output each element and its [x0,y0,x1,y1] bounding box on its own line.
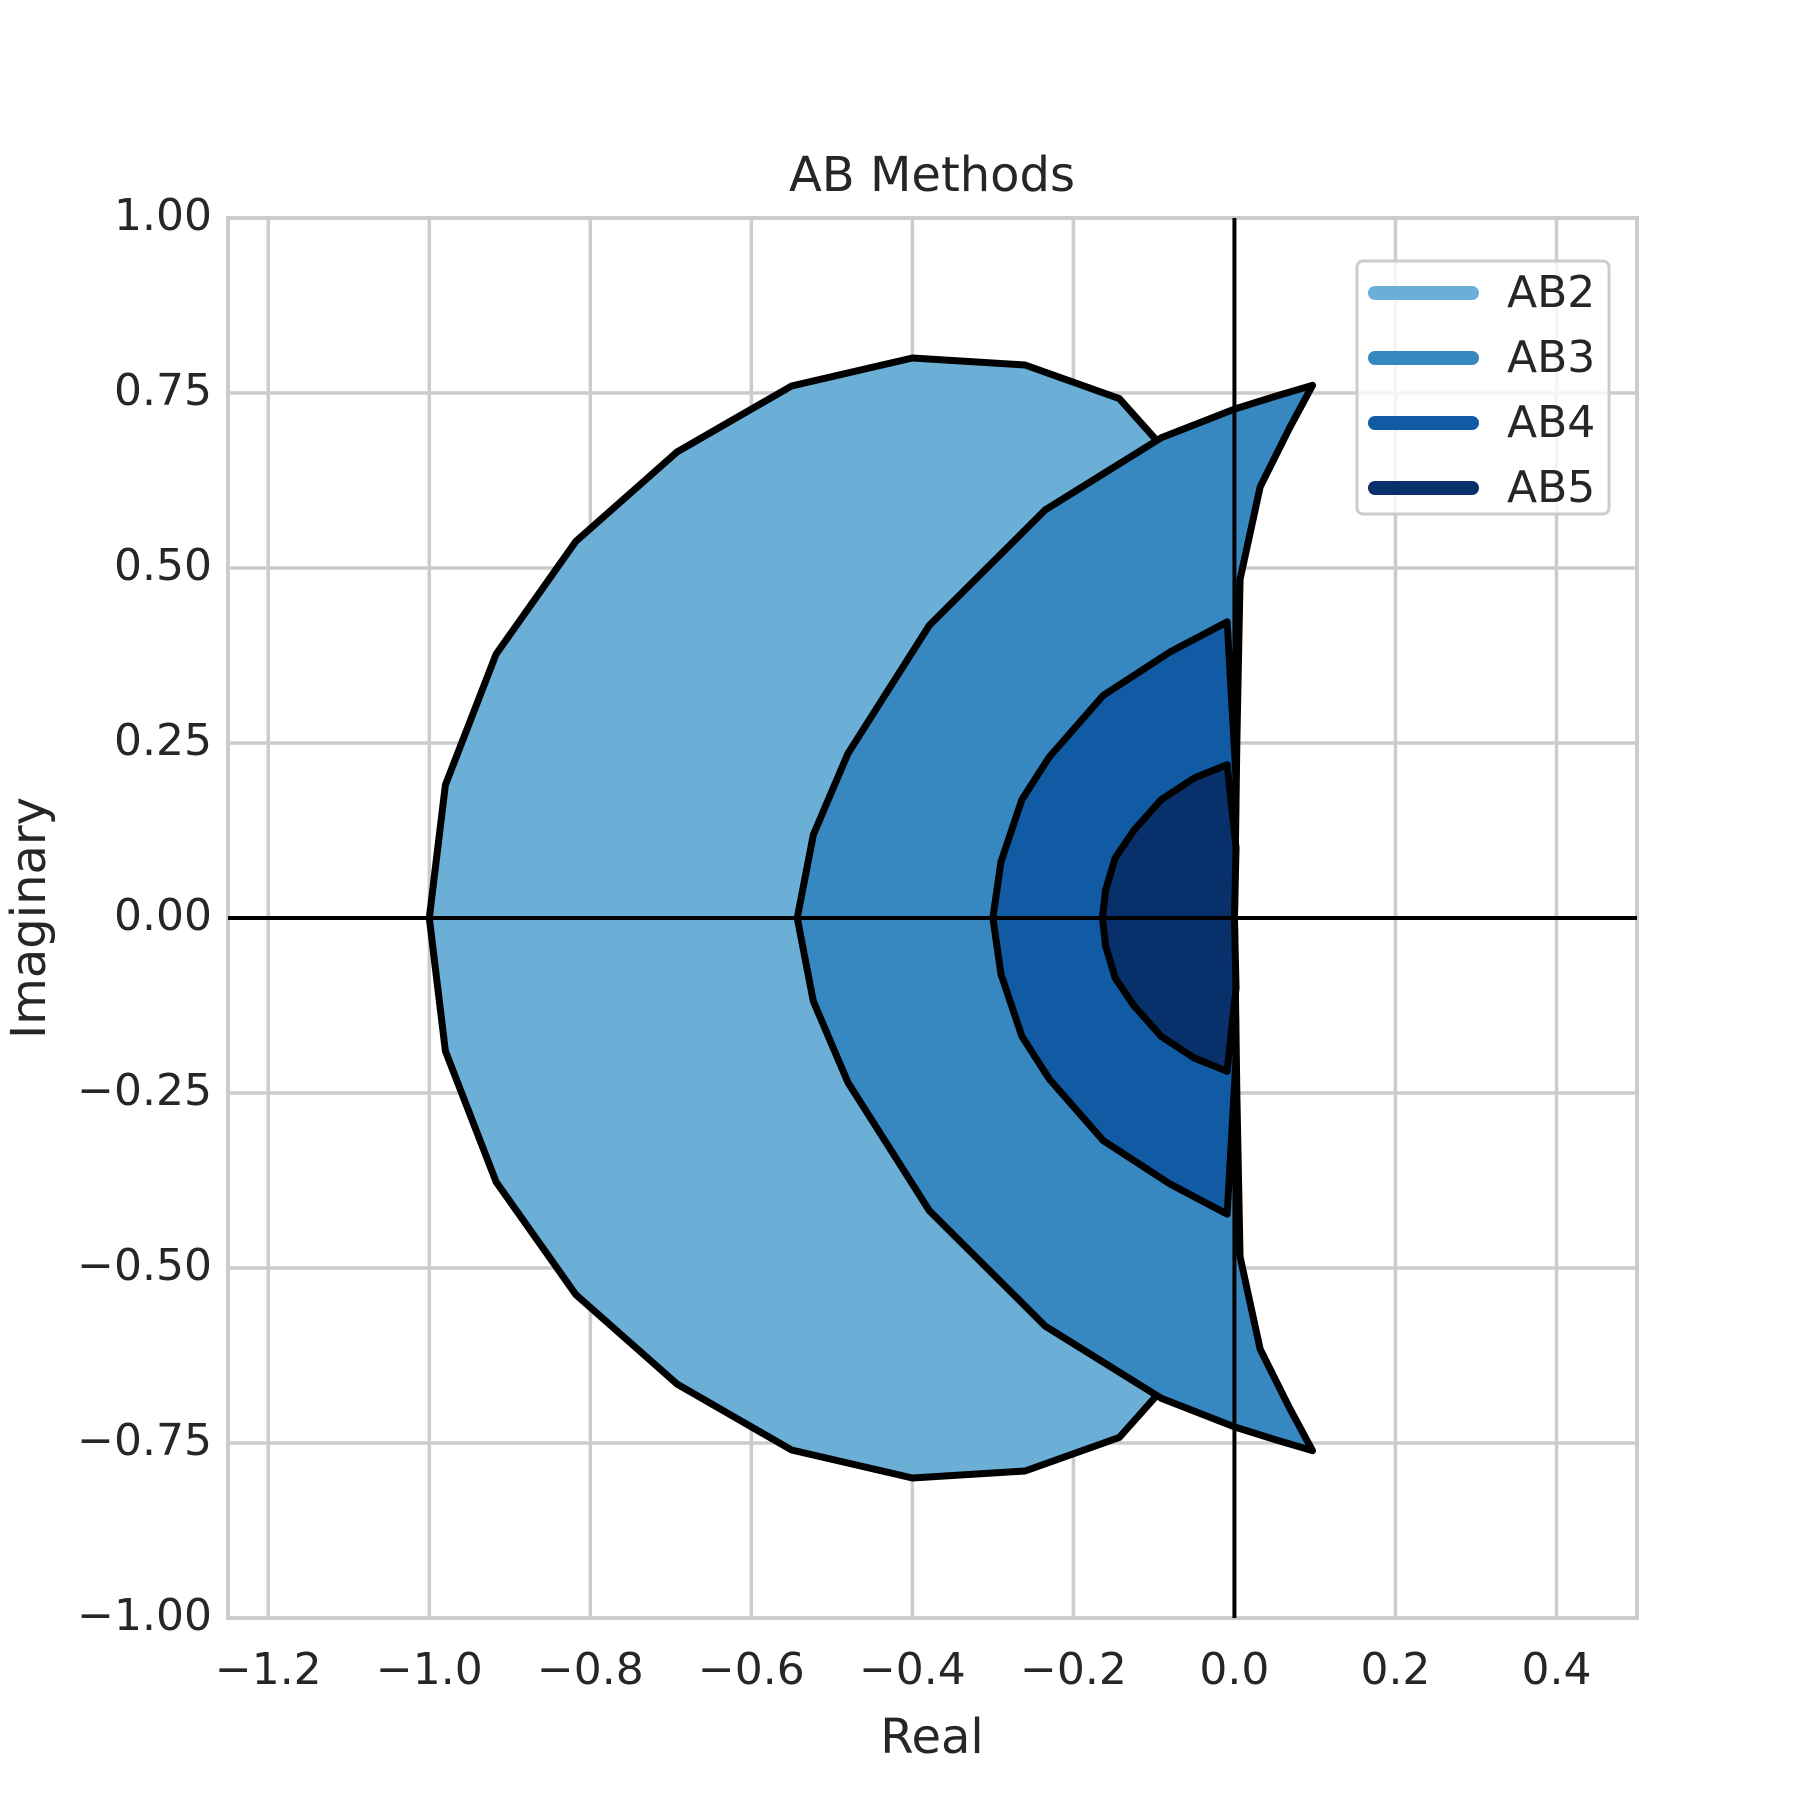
x-tick-label: −1.0 [376,1644,483,1695]
y-tick-label: 0.25 [114,715,212,766]
y-tick-label: −0.25 [77,1065,212,1116]
x-tick-label: −0.8 [537,1644,644,1695]
y-tick-label: −0.50 [77,1240,212,1291]
y-tick-label: 1.00 [114,190,212,241]
x-tick-label: −0.2 [1020,1644,1127,1695]
legend-label: AB2 [1507,267,1595,318]
y-tick-label: −1.00 [77,1590,212,1641]
y-axis-label: Imaginary [1,797,57,1039]
x-axis-label: Real [880,1709,983,1765]
x-tick-label: −1.2 [215,1644,322,1695]
x-tick-label: −0.4 [859,1644,966,1695]
y-tick-label: 0.50 [114,540,212,591]
y-tick-label: 0.75 [114,365,212,416]
x-tick-label: 0.4 [1521,1644,1591,1695]
legend-label: AB3 [1507,332,1595,383]
legend-box [1355,259,1611,516]
x-tick-label: 0.2 [1360,1644,1430,1695]
x-tick-label: −0.6 [698,1644,805,1695]
legend-label: AB4 [1507,397,1595,448]
x-tick-label: 0.0 [1199,1644,1269,1695]
y-tick-label: 0.00 [114,890,212,941]
y-tick-label: −0.75 [77,1415,212,1466]
chart-title: AB Methods [789,147,1075,203]
legend-label: AB5 [1507,462,1595,513]
